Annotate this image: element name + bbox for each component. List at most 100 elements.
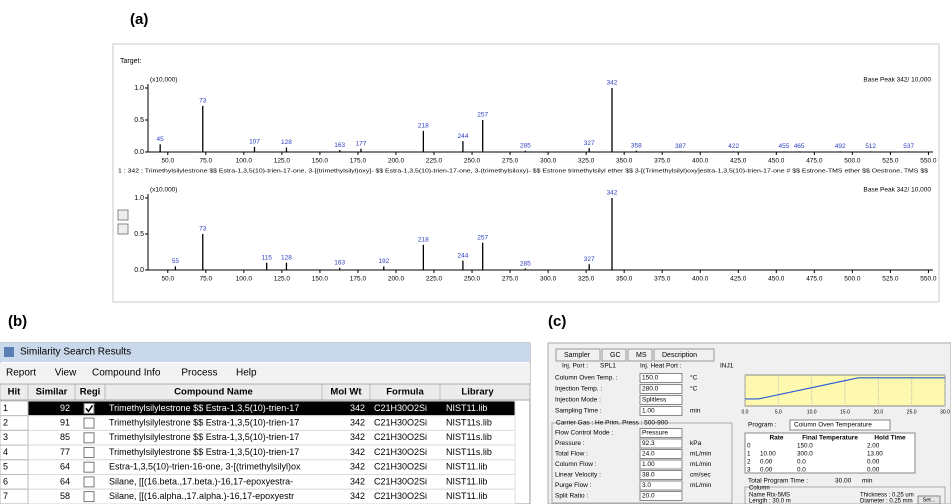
menu-item: Process: [181, 368, 217, 379]
checkbox[interactable]: [84, 492, 94, 502]
field-unit: mL/min: [690, 461, 712, 468]
peak-label: 327: [584, 140, 595, 147]
peak-label: 192: [378, 258, 389, 265]
program-cell: 0.0: [797, 459, 806, 466]
x-tick-label: 450.0: [768, 158, 785, 165]
formula: C21H30O2Si: [374, 476, 427, 486]
field-value: 20.0: [642, 493, 655, 500]
field-unit: kPa: [690, 440, 702, 447]
x-tick-label: 150.0: [312, 158, 329, 165]
peak-label: 107: [249, 139, 260, 146]
similarity: 85: [60, 432, 70, 442]
tab: Sampler: [564, 352, 591, 359]
peak-label: 285: [520, 260, 531, 267]
base-peak-note: Base Peak 342/ 10,000: [863, 77, 931, 84]
x-tick-label: 425.0: [730, 158, 747, 165]
field-label: Injection Temp. :: [555, 386, 602, 393]
hit-number: 2: [3, 417, 8, 427]
checkbox[interactable]: [84, 462, 94, 472]
program-cell: 0.00: [867, 467, 880, 474]
heat-port: INJ1: [720, 363, 734, 370]
checkbox[interactable]: [84, 448, 94, 458]
field-value: 150.0: [642, 375, 659, 382]
field-value: 92.3: [642, 440, 655, 447]
panel-label: (c): [548, 313, 566, 330]
compound-name: Silane, [[(16.beta.,17.beta.)-16,17-epox…: [109, 476, 293, 486]
y-unit-label: (x10,000): [150, 77, 177, 84]
similarity: 77: [60, 447, 70, 457]
peak-label: 358: [631, 142, 642, 149]
program-cell: 300.0: [797, 451, 813, 458]
column-header: Similar: [36, 387, 68, 398]
menu-bar: [0, 363, 530, 383]
checkbox[interactable]: [84, 418, 94, 428]
x-tick-label: 250.0: [464, 158, 481, 165]
menu-item: Help: [236, 368, 257, 379]
formula: C21H30O2Si: [374, 403, 427, 413]
peak-label: 128: [281, 255, 292, 262]
peak-label: 327: [584, 256, 595, 263]
peak-label: 342: [607, 190, 618, 197]
scroll-up-button[interactable]: [118, 210, 128, 220]
column-header: Hit: [8, 387, 22, 398]
column-title: Column: [749, 486, 770, 492]
x-tick-label: 75.0: [199, 276, 212, 283]
peak-label: 73: [199, 226, 207, 233]
panel-label: (b): [8, 313, 27, 330]
x-tick-label: 525.0: [882, 158, 899, 165]
scroll-down-button[interactable]: [118, 224, 128, 234]
peak-label: 257: [477, 234, 488, 241]
peak-label: 73: [199, 98, 207, 105]
chart-title: Target:: [120, 58, 141, 65]
x-tick-label: 500.0: [844, 158, 861, 165]
program-cell: 2.00: [867, 443, 880, 450]
x-tick-label: 0.0: [742, 409, 749, 415]
column-header: Formula: [386, 387, 424, 398]
mol-wt: 342: [350, 403, 365, 413]
field-unit: cm/sec: [690, 472, 711, 479]
similarity: 58: [60, 491, 70, 501]
peak-label: 422: [728, 143, 739, 150]
program-cell: 1: [747, 451, 751, 458]
x-tick-label: 200.0: [388, 276, 405, 283]
x-tick-label: 425.0: [730, 276, 747, 283]
similarity: 64: [60, 476, 70, 486]
tab: MS: [636, 352, 647, 359]
peak-label: 342: [607, 80, 618, 87]
x-tick-label: 300.0: [540, 158, 557, 165]
y-tick-label: 0.0: [134, 149, 144, 156]
peak-label: 465: [794, 143, 805, 150]
field-unit: mL/min: [690, 482, 712, 489]
peak-label: 163: [334, 142, 345, 149]
heat-port-label: Inj. Heat Port :: [640, 363, 682, 370]
checkbox[interactable]: [84, 433, 94, 443]
column-length: Length : 30.0 m: [749, 499, 791, 504]
column-header: Library: [461, 387, 494, 398]
x-tick-label: 350.0: [616, 276, 633, 283]
y-tick-label: 0.5: [134, 231, 144, 238]
mol-wt: 342: [350, 447, 365, 457]
checkbox[interactable]: [84, 477, 94, 487]
total-label: Total Program Time :: [748, 478, 808, 485]
peak-label: 115: [261, 255, 272, 262]
field-unit: °C: [690, 374, 698, 382]
x-tick-label: 250.0: [464, 276, 481, 283]
x-tick-label: 20.0: [873, 409, 883, 415]
column-header: Compound Name: [174, 387, 253, 398]
inj-port: SPL1: [600, 363, 616, 370]
total-value: 30.00: [835, 478, 852, 485]
program-cell: 0.00: [867, 459, 880, 466]
x-tick-label: 550.0: [920, 276, 937, 283]
formula: C21H30O2Si: [374, 462, 427, 472]
menu-item: Compound Info: [92, 368, 161, 379]
formula: C21H30O2Si: [374, 447, 427, 457]
hit-number: 1: [3, 403, 8, 413]
compound-name: Trimethylsilylestrone $$ Estra-1,3,5(10)…: [109, 403, 299, 413]
base-peak-note: Base Peak 342/ 10,000: [863, 187, 931, 194]
x-tick-label: 550.0: [920, 158, 937, 165]
library: NIST11.lib: [446, 462, 487, 472]
x-tick-label: 50.0: [161, 276, 174, 283]
hit-number: 3: [3, 432, 8, 442]
field-label: Column Flow :: [555, 461, 597, 468]
x-tick-label: 100.0: [236, 158, 253, 165]
